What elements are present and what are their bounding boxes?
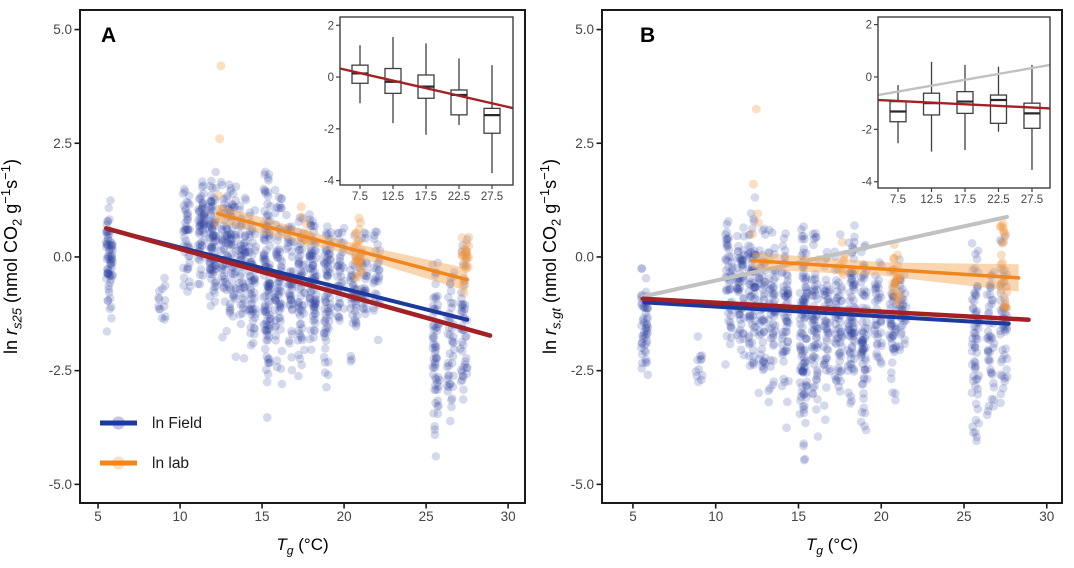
legend: ln Field ln lab: [100, 415, 202, 472]
y-axis-title: ln rs25 (nmol CO2 g−1s−1): [0, 159, 25, 354]
box: [989, 94, 1008, 124]
inset-x-tick-label: 7.5: [352, 191, 368, 203]
overall-fit-line: [640, 296, 1031, 322]
inset-all-fit-line: [877, 98, 1051, 110]
y-tick-label: 5.0: [53, 22, 72, 37]
inset-x-tick-label: 12.5: [920, 194, 942, 206]
field-points: [101, 167, 472, 461]
boxplot: [989, 66, 1008, 132]
inset-boxplot-a: 2 0 -2 -4 7.5 12.5 17.5 22.5 27.5: [324, 16, 514, 203]
y-tick-label: 2.5: [575, 136, 594, 151]
y-tick-label: 0.0: [575, 249, 594, 264]
inset-y-tick-label: -2: [324, 124, 334, 136]
boxplot: [1023, 64, 1041, 170]
y-tick-label: -5.0: [571, 477, 594, 492]
y-tick-label: -2.5: [571, 363, 594, 378]
inset-y-tick-label: -4: [324, 176, 335, 188]
inset-x-tick-label: 27.5: [1021, 194, 1043, 206]
inset-x-tick-label: 22.5: [448, 191, 470, 203]
x-tick-label: 5: [94, 509, 102, 524]
x-tick-label: 25: [956, 509, 971, 524]
inset-y-tick-label: 0: [328, 72, 334, 84]
inset-y-tick-label: -4: [862, 177, 873, 189]
inset-x-tick-label: 17.5: [954, 194, 976, 206]
panel-letter: A: [101, 24, 116, 47]
box: [1023, 102, 1041, 129]
x-axis: 5 10 15 20 25 30 Tg (°C): [94, 503, 516, 557]
x-axis: 5 10 15 20 25 30 Tg (°C): [629, 503, 1054, 557]
legend-item-field: ln Field: [100, 415, 202, 432]
panel-letter: B: [640, 24, 655, 47]
overall-fit-line: [103, 226, 493, 338]
inset-border: [877, 16, 1051, 189]
y-tick-label: 5.0: [575, 22, 594, 37]
gray-fit-line: [640, 214, 1009, 299]
inset-x-tick-label: 27.5: [481, 191, 503, 203]
x-tick-label: 30: [1039, 509, 1054, 524]
y-tick-label: -2.5: [49, 363, 72, 378]
y-axis-title: ln rs.gt (nmol CO2 g−1s−1): [537, 159, 564, 354]
x-tick-label: 15: [791, 509, 806, 524]
x-tick-label: 10: [173, 509, 188, 524]
lab-fit-ribbon: [752, 252, 1019, 292]
x-axis-title: Tg (°C): [276, 535, 328, 557]
inset-y-tick-label: -2: [862, 124, 872, 136]
legend-item-lab: ln lab: [100, 455, 189, 472]
inset-x-tick-label: 17.5: [415, 191, 437, 203]
inset-boxplot-b: 2 0 -2 -4 7.5 12.5 17.5 22.5 27.5: [862, 16, 1051, 206]
y-tick-label: 2.5: [53, 136, 72, 151]
y-axis: 5.0 2.5 0.0 -2.5 -5.0 ln rs.gt (nmol CO2 g−1s…: [537, 22, 602, 492]
inset-y-tick-label: 2: [328, 20, 334, 32]
y-tick-label: 0.0: [53, 249, 72, 264]
y-axis: 5.0 2.5 0.0 -2.5 -5.0 ln rs25 (nmol CO2 g−1s−…: [0, 22, 80, 492]
inset-y-tick-label: 0: [866, 72, 872, 84]
lab-fit-line: [750, 258, 1021, 280]
x-tick-label: 10: [708, 509, 723, 524]
legend-label: ln Field: [152, 415, 202, 432]
lab-fit-line: [216, 211, 469, 282]
x-tick-label: 20: [874, 509, 889, 524]
inset-y-tick-label: 2: [866, 20, 872, 32]
x-tick-label: 5: [629, 509, 637, 524]
x-tick-label: 30: [501, 509, 516, 524]
inset-x-tick-label: 12.5: [382, 191, 404, 203]
box: [483, 107, 501, 134]
x-axis-title: Tg (°C): [806, 535, 858, 557]
inset-gray-fit-line: [877, 63, 1051, 97]
y-tick-label: -5.0: [49, 477, 72, 492]
inset-x-tick-label: 7.5: [890, 194, 906, 206]
inset-x-tick-label: 22.5: [987, 194, 1009, 206]
field-fit-line: [642, 300, 1011, 326]
x-tick-label: 15: [255, 509, 270, 524]
x-tick-label: 25: [419, 509, 434, 524]
field-points: [636, 193, 1012, 465]
boxplot: [483, 65, 501, 174]
x-tick-label: 20: [337, 509, 352, 524]
inset-all-fit-line: [339, 67, 514, 110]
legend-label: ln lab: [152, 455, 189, 472]
